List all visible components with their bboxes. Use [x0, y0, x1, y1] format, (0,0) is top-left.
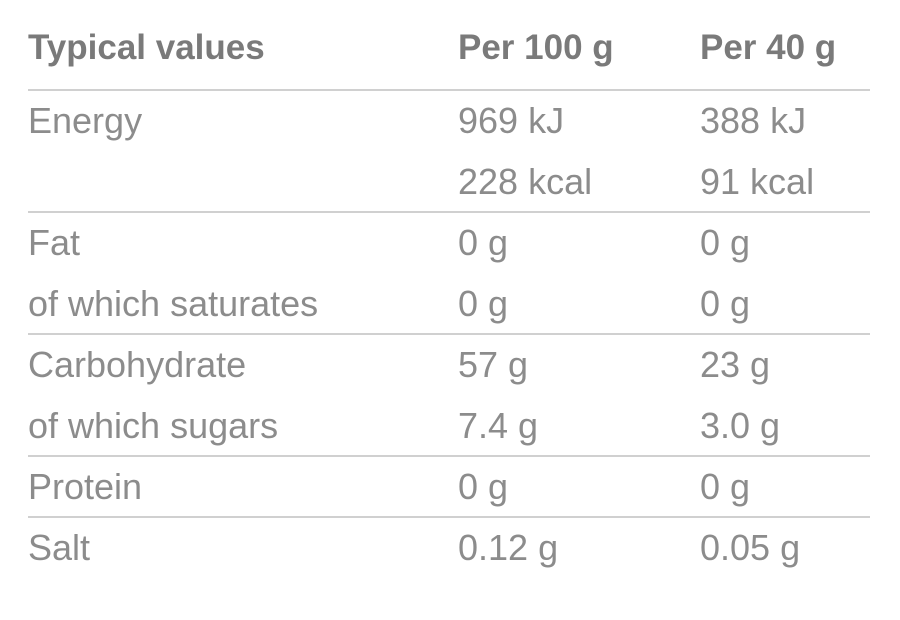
- row-value: 91 kcal: [700, 160, 815, 202]
- header-rule: [28, 89, 870, 91]
- group-rule: [28, 211, 870, 213]
- row-value: 0.12 g: [458, 526, 559, 568]
- row-value: 57 g: [458, 343, 529, 385]
- row-value: 0 g: [700, 221, 751, 263]
- row-label: Carbohydrate: [28, 343, 247, 385]
- row-label: Protein: [28, 465, 143, 507]
- row-value: 0 g: [458, 465, 509, 507]
- row-value: 23 g: [700, 343, 771, 385]
- row-value: 228 kcal: [458, 160, 593, 202]
- row-label: Fat: [28, 221, 81, 263]
- row-value: 0 g: [700, 465, 751, 507]
- group-rule: [28, 516, 870, 518]
- row-value: 0 g: [458, 221, 509, 263]
- row-value: 388 kJ: [700, 99, 807, 141]
- row-value: 3.0 g: [700, 404, 781, 446]
- row-label: Salt: [28, 526, 91, 568]
- row-value: 7.4 g: [458, 404, 539, 446]
- row-value: 0 g: [458, 282, 509, 324]
- header-cell: Per 40 g: [700, 28, 837, 67]
- row-value: 0 g: [700, 282, 751, 324]
- header-cell: Typical values: [28, 28, 265, 67]
- header-cell: Per 100 g: [458, 28, 614, 67]
- row-label: of which sugars: [28, 404, 279, 446]
- row-label: Energy: [28, 99, 143, 141]
- group-rule: [28, 455, 870, 457]
- row-label: of which saturates: [28, 282, 319, 324]
- row-value: 969 kJ: [458, 99, 565, 141]
- row-value: 0.05 g: [700, 526, 801, 568]
- group-rule: [28, 333, 870, 335]
